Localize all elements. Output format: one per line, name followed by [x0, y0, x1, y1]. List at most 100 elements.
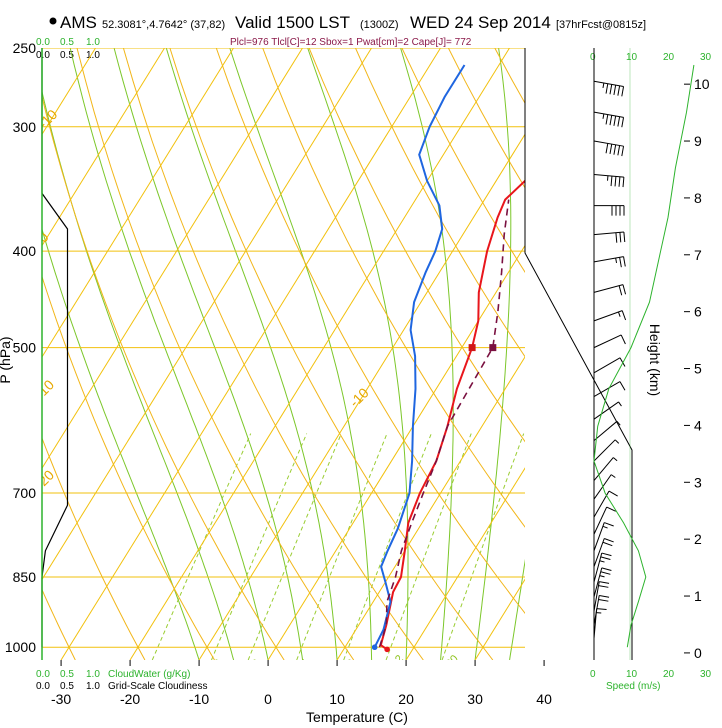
isotherms [42, 48, 722, 660]
wind-barb-staff [593, 457, 614, 481]
tdsfc-marker [371, 644, 378, 651]
mixing-ratio-label: 2 [212, 657, 225, 670]
isotherm-line [613, 48, 722, 660]
wind-barb-staff [593, 140, 624, 147]
wind-barb-half-flag [602, 525, 608, 529]
dry-adiabat-line [42, 436, 146, 660]
mixing-ratio-line [343, 433, 432, 660]
station-coords: 52.3081°,4.7642° (37,82) [102, 19, 225, 31]
temperature-tick-label: 30 [467, 691, 483, 707]
mixing-ratio-label: 3 [250, 657, 263, 670]
moist-adiabat-line [474, 48, 512, 660]
wind-barb-flag [604, 522, 614, 527]
mixing-ratio-label: 8 [345, 657, 358, 670]
wind-barb-flag [608, 490, 618, 497]
background-lines [42, 48, 722, 660]
wind-barb-flag [598, 598, 609, 602]
dry-adiabat-line [262, 48, 525, 528]
wind-barb-half-flag [602, 113, 605, 119]
moist-adiabat-line [42, 227, 200, 660]
speed-scale-bottom: 0 10 20 30 Speed (m/s) [590, 669, 712, 692]
dry-adiabat-line [308, 48, 525, 443]
dry-adiabat-line [42, 275, 215, 660]
height-tick-label: 8 [694, 190, 702, 206]
speed-bottom-tick-1: 10 [626, 669, 638, 680]
cloudwater-tick-2: 1.0 [86, 37, 100, 48]
wind-barb-flag [604, 538, 614, 543]
dry-adiabat-line [169, 48, 494, 660]
wind-barb-staff [593, 608, 598, 639]
mixing-ratio-line [247, 433, 342, 660]
wind-barb-staff [593, 439, 616, 462]
dry-adiabat-line [494, 48, 525, 105]
station-dot [49, 17, 57, 25]
moist-adiabat-line [307, 48, 409, 660]
wind-barb-staff [593, 231, 624, 236]
isotherm-line [60, 48, 441, 660]
cloudwater-bottom-tick-0: 0.0 [36, 669, 50, 680]
isotherm-line [474, 578, 525, 660]
cloudiness-bottom-tick-1: 0.5 [60, 681, 74, 692]
wind-barb-staff [593, 567, 603, 597]
wind-barb-flag [606, 506, 616, 512]
mixing-ratio-label: 12 [389, 653, 406, 670]
moist-adiabat-line [165, 48, 338, 660]
wind-barb-flag [613, 115, 617, 126]
temperature-line [379, 179, 525, 651]
valid-time: Valid 1500 LST [235, 13, 350, 32]
wind-barb-staff [593, 538, 605, 567]
cloudwater-tick-0: 0.0 [36, 37, 50, 48]
temperature-tick-label: -10 [189, 691, 209, 707]
wind-panel [524, 48, 633, 660]
temperature-tick-label: 20 [398, 691, 414, 707]
wind-barb-staff [593, 522, 605, 551]
wind-barb-flag [619, 357, 626, 367]
wind-barb-flag [609, 115, 613, 126]
height-ticks: 0 1 2 3 4 5 6 7 8 9 10 [684, 76, 710, 661]
wind-barb-flag [613, 144, 617, 155]
cloud-scale-bottom: 0.0 0.5 1.0 CloudWater (g/Kg) 0.0 0.5 1.… [36, 669, 208, 692]
temperature-tick-label: 10 [329, 691, 345, 707]
wind-barb-flag [609, 144, 613, 155]
wind-barb-flag [596, 608, 607, 610]
moist-adiabat-line [229, 48, 373, 660]
gridscale-label: Grid-Scale Cloudiness [108, 681, 208, 692]
wind-barb-flag [610, 176, 613, 187]
wind-barb-flag [601, 567, 612, 571]
wind-barb-staff [593, 357, 621, 374]
speed-scale-top: 0 10 20 30 [590, 52, 712, 63]
isoline-label: 0 [547, 181, 564, 198]
dewpoint-line [373, 64, 466, 648]
moist-adiabat-line [69, 48, 269, 660]
height-axis-label: Height (km) [647, 324, 663, 396]
wind-barb-flag [598, 585, 609, 588]
height-tick-label: 2 [694, 531, 702, 547]
speed-top-tick-3: 30 [700, 52, 712, 63]
wind-barb-flag [619, 232, 622, 243]
wind-barb-flag [599, 595, 610, 598]
utc-time: (1300Z) [360, 19, 399, 31]
sounding-series [373, 64, 525, 651]
height-tick-label: 3 [694, 474, 702, 490]
wind-barb-flag [618, 176, 621, 187]
isotherm-line [42, 48, 372, 581]
station-name: AMS [60, 13, 97, 32]
wind-barb-staff [593, 80, 624, 87]
cloudwater-tick-1: 0.5 [60, 37, 74, 48]
mixing-ratio-lines [151, 433, 525, 660]
temperature-ticks: -30 -20 -10 0 10 20 30 40 [51, 660, 552, 707]
cloudwater-bottom-tick-2: 1.0 [86, 669, 100, 680]
wind-barb-flag [600, 571, 611, 575]
dry-adiabat-line [76, 48, 355, 660]
isoline-label: 10 [35, 376, 57, 398]
wind-barb-staff [593, 552, 603, 583]
cloud-scale-top: 0.0 0.5 1.0 0.0 0.5 1.0 [36, 37, 100, 61]
wind-barb-staff [593, 420, 618, 441]
dry-adiabat-line [42, 94, 285, 660]
speed-top-tick-1: 10 [626, 52, 638, 63]
wind-barb-half-flag [618, 401, 622, 407]
wind-barb-flag [622, 284, 627, 295]
speed-bottom-tick-3: 30 [700, 669, 712, 680]
wind-barb-flag [599, 581, 610, 584]
wind-barb-flag [618, 285, 623, 296]
